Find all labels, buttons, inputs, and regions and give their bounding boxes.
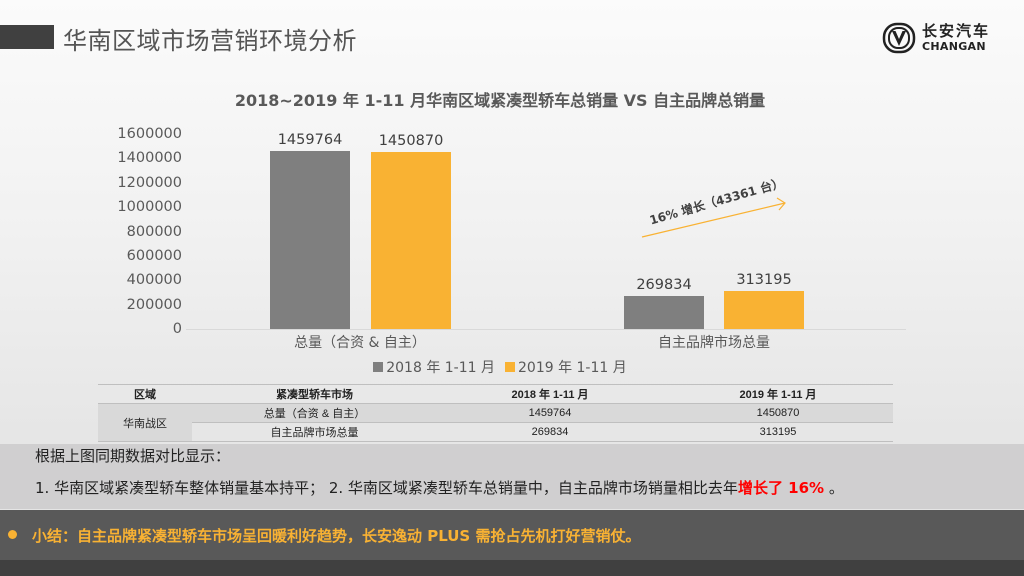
footer-bar [0,560,1024,576]
legend-item-2019: 2019 年 1-11 月 [505,357,627,377]
category-label: 自主品牌市场总量 [658,335,770,351]
data-label: 1459764 [277,132,343,148]
bar-2018-total [270,151,350,329]
bar-2018-domestic [624,296,704,329]
page-title: 华南区域市场营销环境分析 [63,27,357,55]
y-tick: 1600000 [117,126,182,142]
changan-badge-icon [882,22,916,54]
y-tick: 1200000 [117,174,182,191]
title-accent-bar [0,25,54,49]
y-tick: 1400000 [117,150,182,167]
y-tick: 600000 [126,247,182,264]
logo-english: CHANGAN [922,40,986,53]
changan-logo: 长安汽车 CHANGAN [882,22,990,54]
table-row: 自主品牌市场总量 269834 313195 [98,422,893,442]
growth-arrow-icon [641,197,786,238]
bar-2019-domestic [724,290,804,329]
table-header: 2019 年 1-11 月 [663,384,893,404]
bullet-icon [8,530,17,539]
chart-title: 2018~2019 年 1-11 月华南区域紧凑型轿车总销量 VS 自主品牌总销… [234,91,766,110]
table-header-row: 区域 紧凑型轿车市场 2018 年 1-11 月 2019 年 1-11 月 [98,384,893,404]
data-label: 269834 [636,277,692,293]
table-row: 华南战区 总量（合资 & 自主） 1459764 1450870 [98,403,893,442]
legend-label: 2018 年 1-11 月 [386,360,495,376]
conclusion-text: 小结：自主品牌紧凑型轿车市场呈回暖利好趋势，长安逸动 PLUS 需抢占先机打好营… [32,527,641,545]
conclusion-bar: 小结：自主品牌紧凑型轿车市场呈回暖利好趋势，长安逸动 PLUS 需抢占先机打好营… [0,510,1024,560]
x-axis-line [186,329,906,330]
y-tick: 200000 [126,296,182,313]
logo-chinese: 长安汽车 [922,22,991,40]
category-label: 总量（合资 & 自主） [294,335,426,351]
summary-intro: 根据上图同期数据对比显示： [35,447,231,465]
data-label: 313195 [736,272,792,288]
y-tick: 0 [172,321,182,337]
sales-table: 区域 紧凑型轿车市场 2018 年 1-11 月 2019 年 1-11 月 华… [98,384,893,442]
summary-points: 1. 华南区域紧凑型轿车整体销量基本持平； 2. 华南区域紧凑型轿车总销量中，自… [35,477,844,498]
table-cell: 自主品牌市场总量 [192,422,437,442]
summary-text: 1. 华南区域紧凑型轿车整体销量基本持平； 2. 华南区域紧凑型轿车总销量中，自… [35,479,738,497]
table-cell: 1459764 [437,403,663,423]
y-tick: 800000 [126,223,182,240]
legend-swatch-orange [505,362,515,372]
legend-label: 2019 年 1-11 月 [518,360,627,376]
table-header: 区域 [98,384,192,404]
chart-legend: 2018 年 1-11 月 2019 年 1-11 月 [0,357,1000,377]
table-cell: 313195 [663,422,893,442]
y-tick: 400000 [126,272,182,289]
legend-swatch-gray [373,362,384,372]
legend-item-2018: 2018 年 1-11 月 [373,357,495,377]
table-cell: 总量（合资 & 自主） [192,403,437,423]
table-cell-region: 华南战区 [98,403,192,442]
table-header: 2018 年 1-11 月 [437,384,663,404]
bar-2019-total [371,152,451,329]
data-label: 1450870 [378,133,444,149]
table-cell: 1450870 [663,403,893,423]
table-cell: 269834 [437,422,663,442]
summary-end: 。 [824,479,844,497]
plot-area [186,134,906,329]
summary-highlight: 增长了 16% [737,479,825,497]
y-axis: 1600000 1400000 1200000 1000000 800000 6… [100,125,182,340]
summary-panel: 根据上图同期数据对比显示： 1. 华南区域紧凑型轿车整体销量基本持平； 2. 华… [0,444,1024,509]
table-header: 紧凑型轿车市场 [192,384,437,404]
y-tick: 1000000 [117,199,182,216]
